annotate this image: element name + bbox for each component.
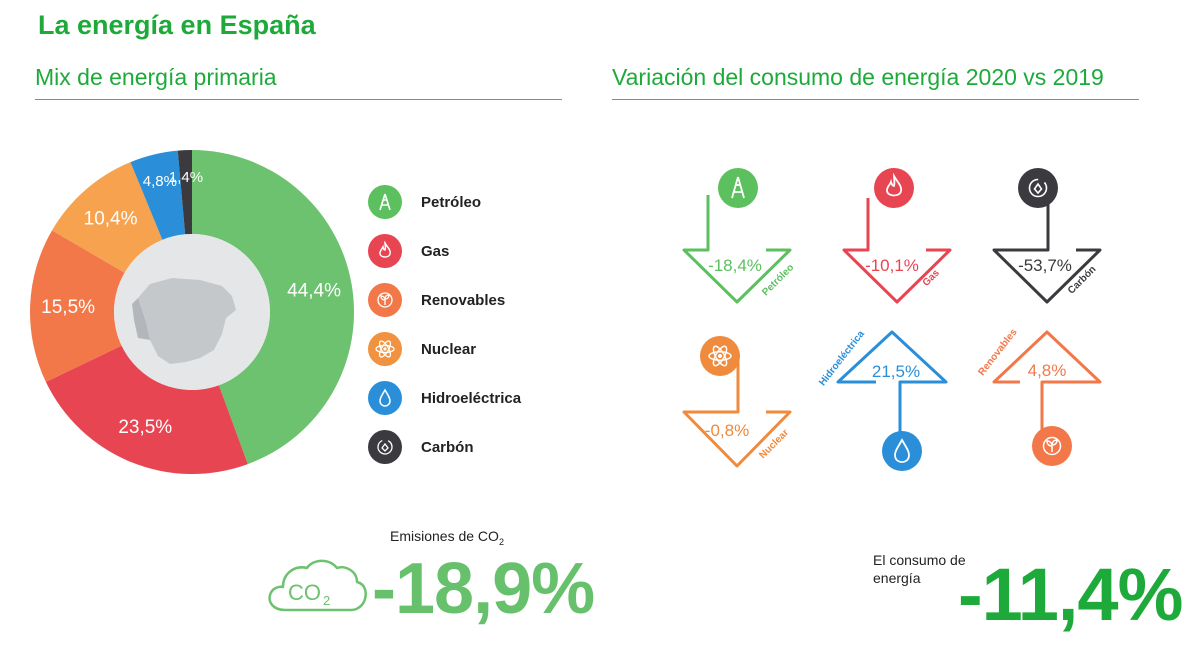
donut-slices [30,150,354,474]
legend-item-carbon: Carbón [368,429,568,465]
down-arrow-icon [682,352,792,468]
variation-item-hidroelectrica: 21,5% Hidroeléctrica [817,328,948,471]
donut-slice-hidroelectrica [130,150,186,240]
emissions-label: Emisiones de CO2 [390,528,504,547]
page-title: La energía en España [38,10,316,40]
mix-heading-rule [35,99,562,100]
down-arrow-icon [682,195,792,304]
mix-section-heading: Mix de energía primaria [35,64,277,90]
flame-icon [368,234,402,268]
legend-item-hidroelectrica: Hidroeléctrica [368,380,568,416]
donut-slice-renovables [30,230,125,382]
consumption-value: -11,4% [958,553,1183,636]
water-drop-icon [882,431,922,471]
sprout-icon [368,283,402,317]
down-arrow-icon [842,198,952,304]
legend-label: Gas [421,242,450,260]
legend-label: Hidroeléctrica [421,389,522,407]
variation-value: -10,1% [865,256,919,275]
carbon-icon [368,430,402,464]
donut-labels: 44,4% 23,5% 15,5% 10,4% 4,8%1,4% [41,169,341,438]
legend-item-nuclear: Nuclear [368,331,568,367]
legend-label: Petróleo [421,193,482,211]
variation-item-nuclear: -0,8% Nuclear [682,336,792,468]
atom-icon [368,332,402,366]
oil-derrick-icon [368,185,402,219]
variation-label: Nuclear [757,427,791,461]
carbon-icon [1018,168,1058,208]
donut-value-label: 15,5% [41,297,95,318]
donut-value-label: 10,4% [84,208,138,229]
donut-value-label: 44,4% [287,280,341,301]
variation-value: -18,4% [708,256,762,275]
donut-value-label: 1,4% [169,169,203,186]
variation-item-gas: -10,1% Gas [842,168,952,304]
energy-mix-donut-chart: 44,4% 23,5% 15,5% 10,4% 4,8%1,4% [30,150,354,474]
legend-label: Nuclear [421,340,477,358]
legend-item-petroleo: Petróleo [368,184,568,220]
legend-item-gas: Gas [368,233,568,269]
variation-section-heading: Variación del consumo de energía 2020 vs… [612,64,1104,90]
donut-slice-gas [45,345,248,474]
variation-value: 4,8% [1028,361,1067,380]
consumption-variation-chart: -18,4% Petróleo -10,1% Gas -53,7% Carbón… [682,168,1102,471]
variation-value: 21,5% [872,362,920,381]
flame-icon [874,168,914,208]
consumption-label: El consumo de energía [873,552,966,586]
spain-map-icon [132,278,236,364]
legend-label: Carbón [421,438,474,456]
co2-icon-subscript: 2 [323,593,330,608]
variation-label: Renovables [976,327,1019,378]
co2-icon-text: CO [288,580,321,605]
donut-slice-petroleo [192,150,354,465]
emissions-value: -18,9% [372,549,595,629]
donut-slice-nuclear [52,162,163,273]
legend-item-renovables: Renovables [368,282,568,318]
variation-label: Gas [921,267,942,288]
down-arrow-icon [992,198,1102,304]
variation-item-petroleo: -18,4% Petróleo [682,168,796,304]
oil-derrick-icon [718,168,758,208]
donut-value-label: 4,8% [143,173,177,190]
water-drop-icon [368,381,402,415]
variation-label: Petróleo [760,262,796,298]
variation-item-renovables: 4,8% Renovables [976,327,1102,466]
variation-item-carbon: -53,7% Carbón [992,168,1102,304]
variation-heading-rule [612,99,1139,100]
co2-cloud-icon: CO 2 [268,559,367,612]
up-arrow-icon [992,330,1102,432]
donut-slice-carbon [177,150,192,235]
legend-label: Renovables [421,291,506,309]
variation-value: -0,8% [705,421,749,440]
donut-value-label: 23,5% [118,417,172,438]
variation-value: -53,7% [1018,256,1072,275]
up-arrow-icon [836,330,948,450]
